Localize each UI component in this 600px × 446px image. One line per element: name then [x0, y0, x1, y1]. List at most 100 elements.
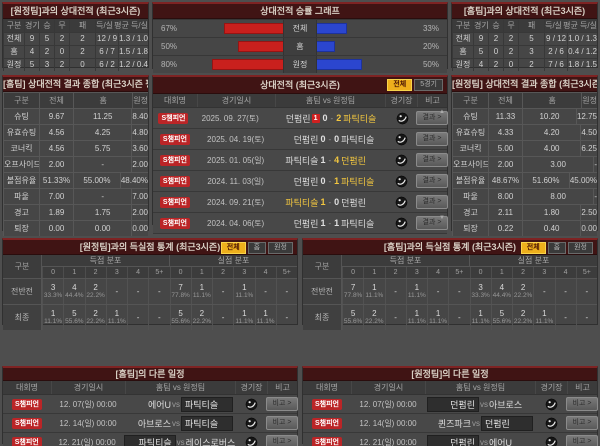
venue-cell[interactable] — [535, 417, 567, 430]
venue-cell[interactable] — [235, 436, 267, 446]
table-cell: 0.40 — [522, 220, 581, 236]
table-cell: 7.00 — [39, 188, 73, 204]
venue-cell[interactable] — [385, 175, 417, 188]
count-value: - — [285, 313, 289, 322]
goal-stat-cell: 5 55.6% — [490, 305, 512, 330]
away-team-schedule-panel: [원정팀]의 다른 일정 대회명 경기일시 홈팀 vs 원정팀 경기장 비고 S… — [302, 366, 598, 446]
goal-stat-cell: 2 22.2% — [84, 279, 106, 304]
venue-cell[interactable] — [387, 112, 417, 125]
count-value: - — [458, 287, 461, 296]
goal-stat-cell: 2 22.2% — [512, 305, 533, 330]
tab[interactable]: 원정 — [268, 242, 293, 254]
table-cell: 2 — [503, 32, 518, 45]
note-button[interactable]: 비고 > — [266, 435, 298, 446]
home-team-name: 아브로스 — [137, 418, 171, 429]
note-button[interactable]: 비고 > — [566, 435, 598, 446]
table-cell: 9 — [473, 32, 488, 45]
table-cell: 1.75 — [73, 204, 132, 220]
table-row: 파울 7.00-7.00 — [3, 188, 148, 204]
venue-cell[interactable] — [385, 133, 417, 146]
count-value: 1 — [542, 309, 547, 318]
table-cell: 오프사이드 — [3, 156, 39, 172]
column-header: 구분 — [452, 92, 488, 108]
goal-stat-cell: - — [384, 305, 406, 330]
table-cell: 1.2 / 0.4 — [118, 58, 148, 71]
home-team-name: 에어U — [147, 399, 171, 410]
goal-stat-cell: 1 11.1% — [469, 305, 491, 330]
result-button[interactable]: 결과 > — [416, 111, 448, 125]
count-value: 3 — [478, 283, 483, 292]
percent-value: 11.1% — [407, 318, 426, 325]
goal-count-header: 5+ — [148, 267, 169, 278]
count-value: 7 — [178, 283, 183, 292]
result-button[interactable]: 결과 > — [416, 174, 448, 188]
count-value: - — [136, 287, 140, 296]
goal-count-header: 4 — [427, 267, 448, 278]
count-value: 1 — [372, 283, 377, 292]
column-header: 홈팀 vs 원정팀 — [125, 381, 235, 394]
table-cell: 유효슈팅 — [3, 124, 39, 140]
venue-cell[interactable] — [235, 417, 267, 430]
goal-stat-cell: 1 11.1% — [233, 305, 254, 330]
vs-label: vs — [480, 437, 488, 446]
table-cell: 8.00 — [488, 188, 522, 204]
h2h-match-list-panel: 상대전적 (최근3시즌) 전체 5경기 대회명 경기일시 홈팀 vs 원정팀 경기… — [152, 75, 448, 234]
note-button[interactable]: 비고 > — [566, 416, 598, 430]
goal-stat-cell: 3 33.3% — [42, 279, 63, 304]
competition-badge: S챔피언 — [159, 217, 190, 229]
result-button[interactable]: 결과 > — [416, 195, 448, 209]
scroll-down-icon[interactable]: ▼ — [439, 215, 445, 221]
tab[interactable]: 전체 — [220, 242, 246, 254]
table-row: 볼점유율 48.67% 51.60% 45.00% — [452, 172, 597, 188]
venue-cell[interactable] — [385, 196, 417, 209]
table-row: 유효슈팅 4.56 4.25 4.80 — [3, 124, 148, 140]
column-header: 전체 — [39, 92, 73, 108]
panel-title: 상대전적 (최근3시즌) — [260, 80, 340, 90]
venue-cell[interactable] — [535, 398, 567, 411]
home-winrate-value: 50% — [161, 42, 178, 51]
table-cell: 0 — [69, 58, 95, 71]
percent-value: 55.6% — [343, 318, 363, 325]
note-button[interactable]: 비고 > — [266, 416, 298, 430]
away-team-name: 파틱티슬 — [181, 415, 233, 431]
tab[interactable]: 원정 — [568, 242, 593, 254]
count-value: - — [158, 313, 161, 322]
goal-count-header: 0 — [42, 267, 63, 278]
count-value: - — [115, 287, 119, 296]
percent-value: 44.4% — [492, 292, 512, 299]
table-cell: 0.00 — [580, 220, 597, 236]
tab[interactable]: 전체 — [520, 242, 546, 254]
table-cell: 51.33% — [39, 172, 73, 188]
goal-count-headers: 0 1 2 3 4 5+ 0 1 2 3 4 5+ — [342, 267, 597, 278]
note-button[interactable]: 비고 > — [266, 397, 298, 411]
home-team-schedule-panel: [홈팀]의 다른 일정 대회명 경기일시 홈팀 vs 원정팀 경기장 비고 S챔… — [2, 366, 298, 446]
result-button[interactable]: 결과 > — [416, 132, 448, 146]
home-team-name: 던펌린 — [427, 396, 479, 412]
venue-cell[interactable] — [235, 398, 267, 411]
column-header: 득/실 — [95, 19, 114, 32]
venue-cell[interactable] — [535, 436, 567, 446]
column-header: 무 — [54, 19, 69, 32]
result-button[interactable]: 결과 > — [416, 153, 448, 167]
venue-cell[interactable] — [385, 154, 417, 167]
tab[interactable]: 5경기 — [414, 79, 443, 91]
venue-cell[interactable] — [385, 217, 417, 230]
goal-stat-cell: 3 33.3% — [469, 279, 491, 304]
competition-badge: S챔피언 — [312, 417, 342, 429]
graph-row-label: 원정 — [283, 56, 317, 73]
match-datetime: 2024. 11. 03(일) — [207, 176, 264, 186]
result-button[interactable]: 결과 > — [416, 216, 448, 230]
table-cell: 48.67% — [488, 172, 522, 188]
scroll-up-icon[interactable]: ▲ — [439, 109, 445, 115]
note-button[interactable]: 비고 > — [566, 397, 598, 411]
tab[interactable]: 홈 — [247, 242, 267, 254]
column-header: 승 — [488, 19, 503, 32]
table-cell: 6 / 2 — [95, 58, 119, 71]
score-separator: - — [330, 113, 334, 123]
tab[interactable]: 전체 — [387, 79, 413, 91]
row-label: 최종 — [3, 305, 42, 330]
tab[interactable]: 홈 — [547, 242, 567, 254]
table-cell: 2 — [488, 58, 503, 71]
column-header: 구분 — [452, 19, 473, 32]
